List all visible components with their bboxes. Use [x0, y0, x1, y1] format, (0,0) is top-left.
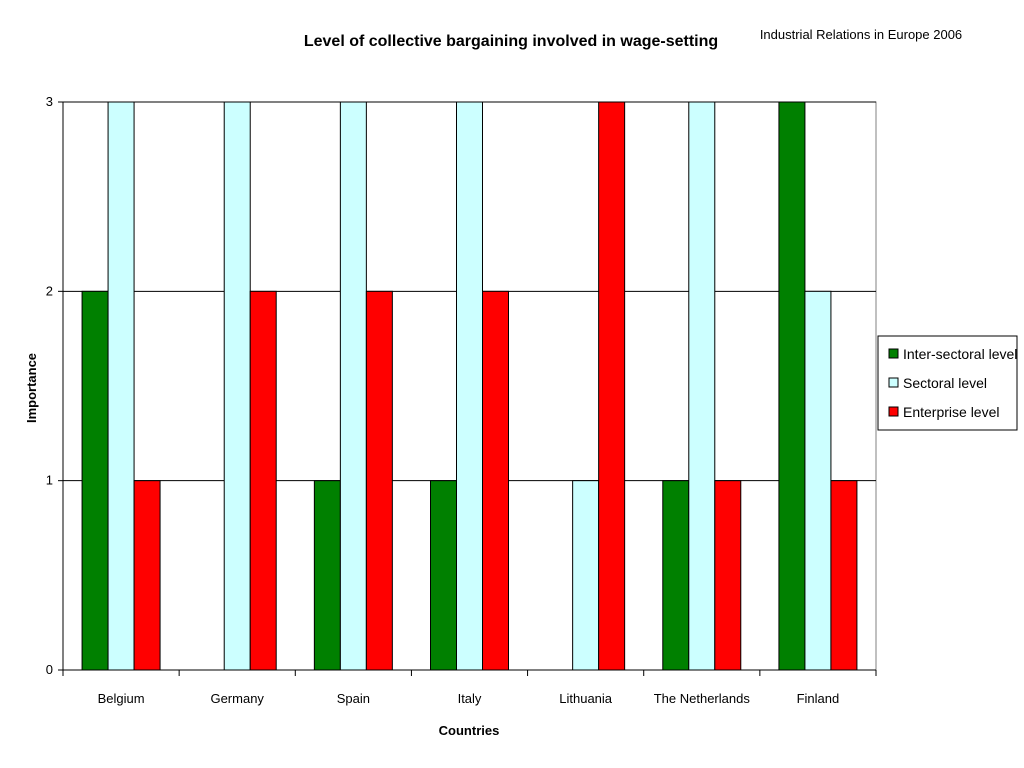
x-tick-label: The Netherlands: [654, 691, 751, 706]
y-axis-title: Importance: [24, 353, 39, 423]
y-tick-label: 2: [46, 283, 53, 298]
bar-inter-sectoral-level-finland: [778, 101, 806, 671]
bar-inter-sectoral-level-spain: [313, 480, 341, 671]
bar-sectoral-level-germany: [223, 101, 251, 671]
x-tick-label: Italy: [458, 691, 482, 706]
legend-label: Sectoral level: [903, 375, 987, 391]
bars: [81, 101, 858, 671]
x-axis-title: Countries: [439, 723, 500, 738]
source-note: Industrial Relations in Europe 2006: [760, 27, 962, 42]
legend-swatch: [888, 377, 899, 388]
bar-sectoral-level-finland: [804, 290, 832, 671]
bar-sectoral-level-italy: [456, 101, 483, 671]
legend-box: [877, 335, 1018, 431]
chart-title: Level of collective bargaining involved …: [304, 33, 718, 50]
legend-label: Enterprise level: [903, 404, 1000, 420]
y-tick-label: 0: [46, 662, 53, 677]
bar-enterprise-level-the-netherlands: [714, 480, 742, 671]
bar-enterprise-level-germany: [249, 290, 277, 671]
y-tick-label: 3: [46, 94, 53, 109]
x-tick-label: Finland: [797, 691, 840, 706]
bar-enterprise-level-finland: [830, 480, 858, 671]
bar-inter-sectoral-level-belgium: [81, 290, 109, 671]
x-tick-label: Belgium: [98, 691, 145, 706]
bar-enterprise-level-spain: [365, 290, 393, 671]
bar-inter-sectoral-level-the-netherlands: [662, 480, 690, 671]
legend-swatch: [888, 348, 899, 359]
legend: Inter-sectoral level Sectoral level Enterp…: [877, 335, 1018, 431]
bar-sectoral-level-spain: [339, 101, 367, 671]
x-tick-label: Lithuania: [559, 691, 613, 706]
y-tick-label: 1: [46, 473, 53, 488]
legend-label: Inter-sectoral level: [903, 346, 1017, 362]
bar-enterprise-level-lithuania: [598, 101, 626, 671]
x-tick-label: Germany: [210, 691, 264, 706]
bar-sectoral-level-lithuania: [572, 480, 600, 671]
legend-swatch: [888, 406, 899, 417]
bar-sectoral-level-the-netherlands: [688, 101, 716, 671]
bar-sectoral-level-belgium: [107, 101, 135, 671]
tick-labels: 0 1 2 3 Belgium Germany Spain Italy Lithuania The…: [46, 94, 839, 706]
bar-enterprise-level-belgium: [133, 480, 161, 671]
bar-inter-sectoral-level-italy: [430, 480, 457, 671]
x-tick-label: Spain: [337, 691, 370, 706]
bar-enterprise-level-italy: [482, 290, 509, 671]
axes: [58, 101, 877, 676]
